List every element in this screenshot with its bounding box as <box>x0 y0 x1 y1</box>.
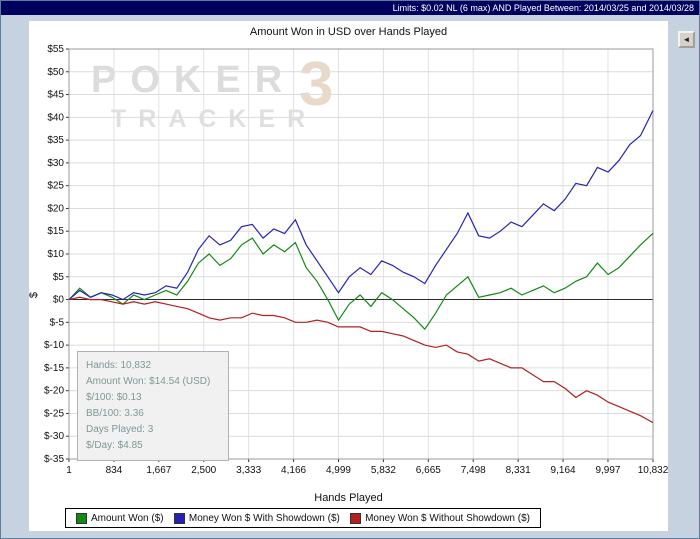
x-tick-label: 4,999 <box>326 465 351 476</box>
x-tick-label: 4,166 <box>281 465 306 476</box>
series-line-2 <box>68 296 654 424</box>
stats-line-amount-won: Amount Won: $14.54 (USD) <box>86 376 211 387</box>
y-tick-label: $25 <box>47 181 64 192</box>
left-arrow-icon: ◄ <box>682 34 691 44</box>
legend-swatch-amount-won <box>76 512 87 524</box>
y-axis-label: $ <box>28 291 41 299</box>
x-tick-label: 6,665 <box>416 465 441 476</box>
x-tick-label: 1 <box>66 465 72 476</box>
y-tick-label: $-35 <box>44 454 64 465</box>
x-tick-label: 9,164 <box>551 465 576 476</box>
x-tick-label: 8,331 <box>506 465 531 476</box>
x-tick-label: 3,333 <box>236 465 261 476</box>
y-tick-label: $5 <box>53 272 65 283</box>
filter-status-bar: Limits: $0.02 NL (6 max) AND Played Betw… <box>1 1 699 15</box>
y-tick-label: $-10 <box>44 340 64 351</box>
legend-label-amount-won: Amount Won ($) <box>91 512 164 524</box>
x-tick-label: 7,498 <box>461 465 486 476</box>
y-tick-label: $45 <box>47 90 64 101</box>
y-tick-label: $20 <box>47 203 64 214</box>
y-tick-label: $30 <box>47 158 64 169</box>
filter-status-text: Limits: $0.02 NL (6 max) AND Played Betw… <box>392 3 694 13</box>
x-tick-label: 10,832 <box>638 465 669 476</box>
y-tick-label: $10 <box>47 249 64 260</box>
y-tick-label: $0 <box>53 295 65 306</box>
x-tick-label: 1,667 <box>146 465 171 476</box>
x-tick-label: 834 <box>106 465 123 476</box>
pokertracker-watermark: POKER <box>91 59 297 101</box>
y-tick-label: $-30 <box>44 431 64 442</box>
y-tick-label: $-25 <box>44 408 64 419</box>
series-line-0 <box>68 232 654 331</box>
y-tick-label: $-5 <box>50 317 65 328</box>
x-tick-label: 2,500 <box>191 465 216 476</box>
chart-panel: Amount Won in USD over Hands Played POKE… <box>28 20 669 532</box>
legend-swatch-with-showdown <box>173 512 185 524</box>
y-tick-label: $15 <box>47 226 64 237</box>
collapse-sidebar-button[interactable]: ◄ <box>678 31 695 48</box>
legend-item-with-showdown: Money Won $ With Showdown ($) <box>173 512 340 524</box>
series-line-1 <box>68 110 654 301</box>
y-tick-label: $-20 <box>44 386 64 397</box>
stats-line-hands: Hands: 10,832 <box>86 360 152 371</box>
session-stats-box: Hands: 10,832 Amount Won: $14.54 (USD) $… <box>77 351 229 461</box>
y-tick-label: $-15 <box>44 363 64 374</box>
plot-border <box>68 48 654 460</box>
pokertracker-watermark-line2: TRACKER <box>111 105 318 133</box>
stats-line-bb-100: BB/100: 3.36 <box>86 408 144 419</box>
legend-swatch-without-showdown <box>350 512 362 524</box>
legend-label-without-showdown: Money Won $ Without Showdown ($) <box>365 512 530 524</box>
legend-label-with-showdown: Money Won $ With Showdown ($) <box>188 512 340 524</box>
y-tick-label: $50 <box>47 67 64 78</box>
stats-line-per-day: $/Day: $4.85 <box>86 440 143 451</box>
pokertracker-watermark-badge: 3 <box>299 50 334 119</box>
y-tick-label: $35 <box>47 135 64 146</box>
chart-legend: Amount Won ($) Money Won $ With Showdown… <box>65 508 541 528</box>
y-tick-label: $40 <box>47 112 64 123</box>
legend-item-without-showdown: Money Won $ Without Showdown ($) <box>350 512 530 524</box>
stats-line-per-100: $/100: $0.13 <box>86 392 142 403</box>
chart-title: Amount Won in USD over Hands Played <box>249 26 448 38</box>
x-tick-label: 5,832 <box>371 465 396 476</box>
x-tick-label: 9,997 <box>595 465 620 476</box>
x-axis-label: Hands Played <box>314 492 383 504</box>
stats-line-days-played: Days Played: 3 <box>86 424 154 435</box>
legend-item-amount-won: Amount Won ($) <box>76 512 164 524</box>
y-tick-label: $55 <box>47 44 64 55</box>
